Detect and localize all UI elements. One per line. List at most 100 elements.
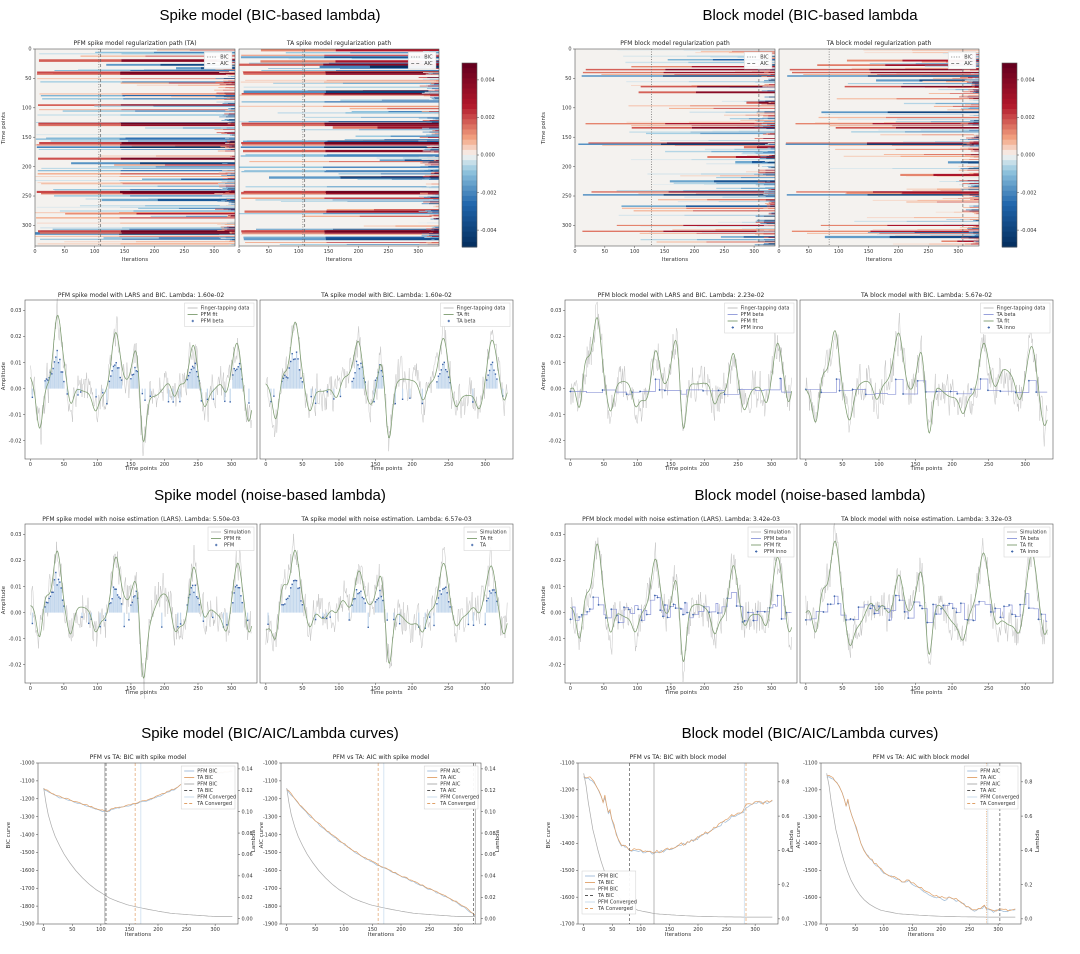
- svg-text:0.0: 0.0: [782, 917, 790, 923]
- suptitle-block-noise-lambda: Block model (noise-based lambda): [694, 487, 926, 504]
- svg-text:-1700: -1700: [560, 922, 575, 928]
- svg-text:-1800: -1800: [20, 904, 35, 910]
- svg-text:200: 200: [150, 249, 160, 255]
- svg-text:PFM BIC: PFM BIC: [598, 887, 619, 893]
- svg-text:AIC: AIC: [760, 61, 769, 67]
- svg-text:-1300: -1300: [560, 814, 575, 820]
- xlabel-iterations: Iterations: [121, 257, 149, 263]
- svg-text:-1100: -1100: [803, 761, 818, 767]
- svg-text:BIC: BIC: [424, 55, 433, 61]
- svg-text:300: 300: [209, 249, 219, 255]
- svg-text:0.06: 0.06: [242, 852, 253, 858]
- xlabel-time-points: Time points: [664, 466, 698, 472]
- svg-text:50: 50: [25, 76, 31, 82]
- svg-text:-0.02: -0.02: [549, 438, 562, 444]
- svg-text:PFM Converged: PFM Converged: [197, 795, 236, 801]
- y2label-lambda: Lambda: [495, 830, 501, 853]
- svg-text:200: 200: [562, 164, 572, 170]
- svg-text:PFM Converged: PFM Converged: [440, 795, 479, 801]
- svg-text:100: 100: [334, 686, 344, 692]
- svg-text:-1700: -1700: [803, 922, 818, 928]
- svg-text:0.02: 0.02: [10, 558, 21, 564]
- svg-text:0.14: 0.14: [485, 767, 496, 773]
- panel-title-ta-spike-regpath: TA spike model regularization path: [286, 40, 392, 47]
- svg-text:300: 300: [953, 249, 963, 255]
- heatmap-ta-block-regpath: 0 50 100 150 200 250 300 BIC AIC: [777, 48, 980, 255]
- svg-text:0: 0: [573, 249, 576, 255]
- suptitle-spike-bic-lambda: Spike model (BIC-based lambda): [159, 7, 381, 24]
- svg-text:200: 200: [690, 249, 700, 255]
- y2label-lambda: Lambda: [251, 830, 257, 853]
- panel-title-pfm-spike-regpath: PFM spike model regularization path (TA): [73, 40, 197, 47]
- svg-text:0: 0: [29, 686, 32, 692]
- svg-text:PFM BIC: PFM BIC: [197, 769, 218, 775]
- svg-text:0.04: 0.04: [485, 874, 496, 880]
- svg-text:TA beta: TA beta: [996, 312, 1016, 318]
- svg-text:200: 200: [947, 686, 957, 692]
- svg-text:250: 250: [722, 927, 732, 933]
- svg-text:TA inno: TA inno: [996, 325, 1015, 331]
- svg-text:0.06: 0.06: [485, 852, 496, 858]
- svg-text:TA fit: TA fit: [1019, 543, 1033, 549]
- svg-text:0: 0: [804, 686, 807, 692]
- svg-text:300: 300: [1020, 686, 1030, 692]
- svg-text:0.004: 0.004: [481, 78, 495, 84]
- svg-text:-1900: -1900: [20, 922, 35, 928]
- svg-text:-0.02: -0.02: [9, 438, 22, 444]
- svg-text:Finger-tapping data: Finger-tapping data: [201, 306, 250, 312]
- svg-text:TA fit: TA fit: [456, 312, 470, 318]
- svg-text:250: 250: [733, 462, 743, 468]
- svg-text:100: 100: [562, 106, 572, 112]
- panel-title-pfm-block-noise: PFM block model with noise estimation (L…: [582, 516, 780, 523]
- xlabel-iterations: Iterations: [664, 932, 692, 938]
- svg-text:0.02: 0.02: [485, 895, 496, 901]
- svg-text:0.000: 0.000: [481, 153, 495, 159]
- svg-text:PFM AIC: PFM AIC: [440, 782, 461, 788]
- svg-text:0: 0: [568, 47, 571, 53]
- suptitle-spike-noise-lambda: Spike model (noise-based lambda): [154, 487, 386, 504]
- svg-text:0.02: 0.02: [550, 334, 561, 340]
- svg-text:0.10: 0.10: [485, 809, 496, 815]
- ylabel-amplitude: Amplitude: [1, 586, 7, 615]
- svg-text:0: 0: [264, 686, 267, 692]
- svg-text:TA: TA: [479, 543, 487, 549]
- panel-title-ta-spike-fit: TA spike model with BIC. Lambda: 1.60e-0…: [321, 292, 452, 299]
- svg-text:250: 250: [444, 462, 454, 468]
- xlabel-time-points: Time points: [124, 466, 158, 472]
- panel-title-pfm-block-regpath: PFM block model regularization path: [620, 40, 730, 47]
- svg-text:0.004: 0.004: [1021, 78, 1035, 84]
- ts-ta-spike-noise: 0 50 100 150 200 250 300 Simulation TA fit TA: [259, 523, 514, 692]
- ylabel-aic-curve: AIC curve: [259, 822, 265, 849]
- svg-text:150: 150: [368, 927, 378, 933]
- svg-text:-1200: -1200: [803, 788, 818, 794]
- svg-text:-1200: -1200: [20, 796, 35, 802]
- svg-text:100: 100: [874, 462, 884, 468]
- svg-text:200: 200: [407, 686, 417, 692]
- svg-text:TA fit: TA fit: [479, 536, 493, 542]
- svg-text:0: 0: [582, 927, 585, 933]
- ts-pfm-block-fit: 0 50 100 150 200 250 300 0.03 0.02 0.01 0.00 -0.01 -…: [549, 299, 798, 468]
- svg-text:-0.02: -0.02: [549, 662, 562, 668]
- svg-text:0: 0: [804, 462, 807, 468]
- ts-ta-block-fit: 0 50 100 150 200 250 300 Finger-tapping data TA …: [799, 299, 1054, 468]
- svg-text:250: 250: [444, 686, 454, 692]
- svg-text:-1300: -1300: [20, 814, 35, 820]
- svg-text:AIC: AIC: [220, 61, 229, 67]
- svg-text:0.00: 0.00: [10, 386, 21, 392]
- svg-text:100: 100: [630, 249, 640, 255]
- ylabel-time-points: Time points: [541, 112, 547, 145]
- svg-text:150: 150: [911, 686, 921, 692]
- svg-text:50: 50: [299, 462, 305, 468]
- svg-text:-1100: -1100: [560, 761, 575, 767]
- svg-text:-1700: -1700: [263, 886, 278, 892]
- svg-text:250: 250: [179, 249, 189, 255]
- svg-text:50: 50: [312, 927, 318, 933]
- svg-text:-1600: -1600: [20, 868, 35, 874]
- svg-text:-1400: -1400: [20, 832, 35, 838]
- svg-text:50: 50: [565, 76, 571, 82]
- xlabel-iterations: Iterations: [124, 932, 152, 938]
- svg-text:200: 200: [700, 462, 710, 468]
- svg-text:-1600: -1600: [560, 895, 575, 901]
- svg-text:250: 250: [22, 194, 32, 200]
- svg-text:BIC: BIC: [220, 55, 229, 61]
